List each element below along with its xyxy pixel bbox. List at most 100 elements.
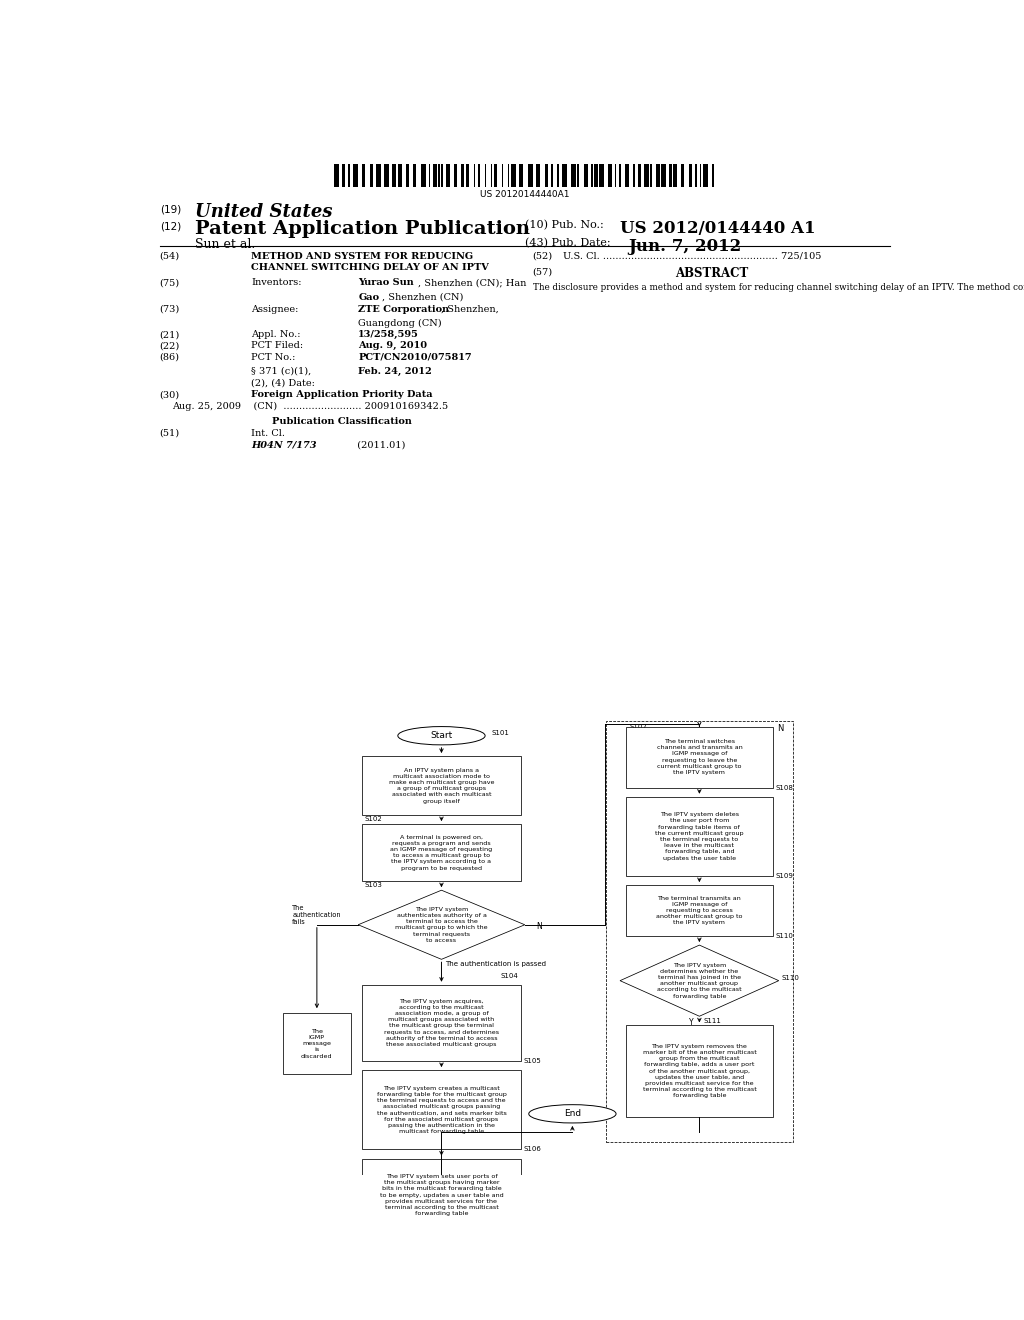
FancyBboxPatch shape — [626, 726, 773, 788]
Bar — [557, 165, 559, 187]
Bar — [606, 722, 793, 1142]
Text: 13/258,595: 13/258,595 — [358, 330, 419, 339]
Bar — [334, 165, 339, 187]
Text: S110: S110 — [781, 974, 799, 981]
FancyBboxPatch shape — [362, 1071, 521, 1150]
Bar — [681, 165, 684, 187]
Text: (54): (54) — [160, 252, 180, 261]
FancyBboxPatch shape — [284, 1014, 350, 1074]
Text: US 2012/0144440 A1: US 2012/0144440 A1 — [620, 220, 815, 238]
Text: S101: S101 — [492, 730, 509, 735]
Text: A terminal is powered on,
requests a program and sends
an IGMP message of reques: A terminal is powered on, requests a pro… — [390, 834, 493, 871]
Text: Publication Classification: Publication Classification — [272, 417, 413, 425]
Bar — [620, 165, 621, 187]
Text: PCT No.:: PCT No.: — [251, 352, 295, 362]
Bar — [669, 165, 672, 187]
Bar — [484, 165, 486, 187]
Text: S106: S106 — [523, 1146, 541, 1152]
Bar — [702, 165, 708, 187]
Bar — [633, 165, 635, 187]
Bar — [571, 165, 575, 187]
Bar — [348, 165, 350, 187]
Bar — [614, 165, 616, 187]
Text: Yurao Sun: Yurao Sun — [358, 279, 414, 288]
Text: US 20120144440A1: US 20120144440A1 — [480, 190, 569, 199]
FancyBboxPatch shape — [626, 886, 773, 936]
Text: The
authentication
fails: The authentication fails — [292, 904, 341, 924]
Bar — [638, 165, 641, 187]
Text: (12): (12) — [160, 222, 181, 231]
Text: S105: S105 — [523, 1057, 541, 1064]
Text: (57): (57) — [532, 267, 553, 276]
Bar — [494, 165, 497, 187]
Bar — [689, 165, 692, 187]
FancyBboxPatch shape — [626, 797, 773, 876]
Text: The authentication is passed: The authentication is passed — [445, 961, 547, 968]
Text: The IPTV system deletes
the user port from
forwarding table items of
the current: The IPTV system deletes the user port fr… — [655, 812, 743, 861]
Bar — [391, 165, 396, 187]
Bar — [695, 165, 696, 187]
Bar — [536, 165, 541, 187]
Text: (51): (51) — [160, 429, 180, 438]
Bar — [353, 165, 357, 187]
Bar — [562, 165, 566, 187]
Bar — [662, 165, 666, 187]
Text: Int. Cl.: Int. Cl. — [251, 429, 285, 438]
Text: S103: S103 — [365, 882, 382, 888]
FancyBboxPatch shape — [626, 1026, 773, 1117]
Bar — [421, 165, 426, 187]
Bar — [511, 165, 515, 187]
Text: The IPTV system acquires,
according to the multicast
association mode, a group o: The IPTV system acquires, according to t… — [384, 999, 499, 1047]
Polygon shape — [620, 945, 778, 1016]
FancyBboxPatch shape — [362, 1159, 521, 1232]
Text: PCT/CN2010/075817: PCT/CN2010/075817 — [358, 352, 472, 362]
Text: , Shenzhen (CN): , Shenzhen (CN) — [382, 293, 463, 301]
Bar — [441, 165, 442, 187]
Text: Appl. No.:: Appl. No.: — [251, 330, 300, 339]
Text: (19): (19) — [160, 205, 181, 214]
Text: Foreign Application Priority Data: Foreign Application Priority Data — [252, 391, 433, 399]
Text: S111: S111 — [703, 1018, 721, 1024]
Text: Jun. 7, 2012: Jun. 7, 2012 — [628, 238, 741, 255]
Text: An IPTV system plans a
multicast association mode to
make each multicast group h: An IPTV system plans a multicast associa… — [389, 767, 495, 804]
Bar — [454, 165, 457, 187]
Text: (52): (52) — [532, 252, 553, 261]
Text: S110: S110 — [775, 933, 793, 939]
Bar — [578, 165, 579, 187]
Bar — [508, 165, 509, 187]
Bar — [414, 165, 417, 187]
Bar — [712, 165, 714, 187]
Text: (2011.01): (2011.01) — [327, 441, 406, 450]
Bar — [370, 165, 373, 187]
Ellipse shape — [397, 726, 485, 744]
Text: The IPTV system
authenticates authority of a
terminal to access the
multicast gr: The IPTV system authenticates authority … — [395, 907, 487, 942]
Text: Aug. 25, 2009    (CN)  ......................... 200910169342.5: Aug. 25, 2009 (CN) .....................… — [172, 403, 447, 412]
FancyBboxPatch shape — [362, 985, 521, 1061]
Text: § 371 (c)(1),
(2), (4) Date:: § 371 (c)(1), (2), (4) Date: — [251, 367, 315, 387]
Text: The IPTV system creates a multicast
forwarding table for the multicast group
the: The IPTV system creates a multicast forw… — [377, 1085, 507, 1134]
Text: METHOD AND SYSTEM FOR REDUCING
CHANNEL SWITCHING DELAY OF AN IPTV: METHOD AND SYSTEM FOR REDUCING CHANNEL S… — [251, 252, 488, 272]
Text: The disclosure provides a method and system for reducing channel switching delay: The disclosure provides a method and sys… — [532, 282, 1024, 292]
Bar — [644, 165, 648, 187]
Bar — [699, 165, 701, 187]
Bar — [650, 165, 652, 187]
Text: (43) Pub. Date:: (43) Pub. Date: — [524, 238, 610, 248]
Text: , Shenzhen,: , Shenzhen, — [441, 305, 500, 314]
Bar — [445, 165, 451, 187]
Text: Y: Y — [689, 1018, 694, 1027]
Text: United States: United States — [196, 203, 333, 222]
Text: Inventors:: Inventors: — [251, 279, 301, 288]
FancyBboxPatch shape — [362, 824, 521, 880]
Text: S108: S108 — [775, 784, 793, 791]
Text: PCT Filed:: PCT Filed: — [251, 342, 303, 350]
Bar — [384, 165, 388, 187]
Bar — [362, 165, 366, 187]
Polygon shape — [358, 890, 524, 960]
Text: Patent Application Publication: Patent Application Publication — [196, 220, 530, 239]
Text: Feb. 24, 2012: Feb. 24, 2012 — [358, 367, 432, 376]
Text: (73): (73) — [160, 305, 180, 314]
Text: Guangdong (CN): Guangdong (CN) — [358, 319, 441, 329]
Bar — [438, 165, 439, 187]
Bar — [429, 165, 430, 187]
Bar — [608, 165, 611, 187]
